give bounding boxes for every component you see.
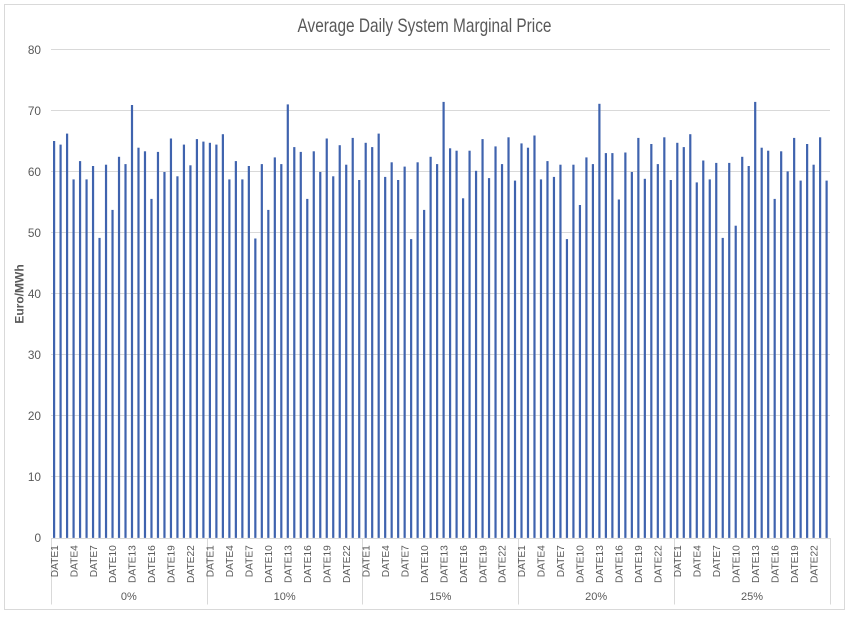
- svg-text:DATE4: DATE4: [225, 545, 236, 577]
- svg-text:DATE10: DATE10: [420, 545, 431, 583]
- svg-text:DATE16: DATE16: [459, 545, 470, 583]
- svg-text:10%: 10%: [274, 591, 296, 603]
- svg-text:0%: 0%: [121, 591, 137, 603]
- svg-text:DATE13: DATE13: [439, 545, 450, 583]
- svg-text:DATE16: DATE16: [147, 545, 158, 583]
- svg-text:DATE22: DATE22: [498, 545, 509, 583]
- svg-text:DATE19: DATE19: [167, 545, 178, 583]
- svg-text:0: 0: [34, 531, 41, 545]
- svg-text:DATE4: DATE4: [381, 545, 392, 577]
- svg-text:DATE7: DATE7: [89, 545, 100, 577]
- svg-text:40: 40: [28, 287, 42, 301]
- svg-text:DATE19: DATE19: [790, 545, 801, 583]
- svg-text:DATE22: DATE22: [342, 545, 353, 583]
- svg-text:DATE4: DATE4: [69, 545, 80, 577]
- svg-text:25%: 25%: [741, 591, 763, 603]
- svg-text:70: 70: [28, 104, 42, 118]
- svg-text:DATE10: DATE10: [108, 545, 119, 583]
- svg-text:DATE1: DATE1: [673, 545, 684, 577]
- svg-text:DATE19: DATE19: [322, 545, 333, 583]
- svg-text:DATE19: DATE19: [478, 545, 489, 583]
- svg-text:15%: 15%: [429, 591, 451, 603]
- svg-text:DATE22: DATE22: [809, 545, 820, 583]
- svg-text:DATE7: DATE7: [556, 545, 567, 577]
- svg-text:DATE4: DATE4: [692, 545, 703, 577]
- svg-text:DATE16: DATE16: [770, 545, 781, 583]
- svg-text:DATE13: DATE13: [595, 545, 606, 583]
- svg-text:50: 50: [28, 226, 42, 240]
- svg-text:DATE7: DATE7: [400, 545, 411, 577]
- svg-text:DATE1: DATE1: [206, 545, 217, 577]
- svg-text:60: 60: [28, 165, 42, 179]
- svg-text:DATE1: DATE1: [50, 545, 61, 577]
- svg-text:DATE16: DATE16: [615, 545, 626, 583]
- svg-text:DATE7: DATE7: [712, 545, 723, 577]
- svg-text:DATE7: DATE7: [245, 545, 256, 577]
- svg-text:DATE13: DATE13: [284, 545, 295, 583]
- svg-text:DATE1: DATE1: [517, 545, 528, 577]
- svg-text:Euro/MWh: Euro/MWh: [12, 264, 26, 323]
- svg-text:DATE13: DATE13: [751, 545, 762, 583]
- svg-text:DATE10: DATE10: [264, 545, 275, 583]
- svg-text:10: 10: [28, 470, 42, 484]
- svg-text:20: 20: [28, 409, 42, 423]
- svg-text:20%: 20%: [585, 591, 607, 603]
- svg-text:DATE13: DATE13: [128, 545, 139, 583]
- svg-text:DATE19: DATE19: [634, 545, 645, 583]
- svg-text:DATE1: DATE1: [361, 545, 372, 577]
- svg-text:Average Daily System Marginal: Average Daily System Marginal Price: [298, 15, 552, 37]
- svg-text:DATE10: DATE10: [731, 545, 742, 583]
- svg-text:DATE22: DATE22: [186, 545, 197, 583]
- svg-text:80: 80: [28, 43, 42, 57]
- svg-text:DATE4: DATE4: [537, 545, 548, 577]
- svg-text:DATE22: DATE22: [654, 545, 665, 583]
- svg-text:DATE16: DATE16: [303, 545, 314, 583]
- svg-text:DATE10: DATE10: [576, 545, 587, 583]
- svg-text:30: 30: [28, 348, 42, 362]
